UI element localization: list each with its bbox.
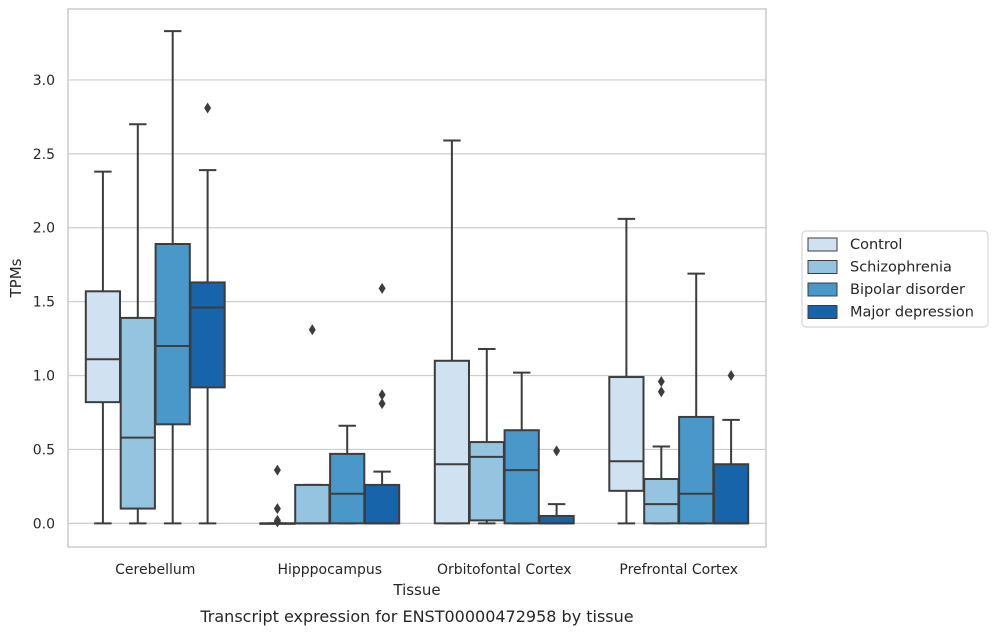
y-tick-label: 2.5	[33, 147, 55, 163]
x-tick-label: Orbitofontal Cortex	[437, 562, 572, 578]
box-control	[433, 139, 471, 525]
y-tick-label: 0.0	[33, 516, 55, 532]
outlier-point	[657, 386, 665, 398]
box-schizophrenia	[468, 347, 505, 525]
outlier-point	[378, 282, 386, 294]
iqr-box	[154, 243, 191, 426]
y-tick-label: 1.5	[33, 295, 55, 311]
outlier-point	[308, 324, 316, 336]
legend-entry: Major depression	[850, 305, 974, 321]
legend-entry: Bipolar disorder	[850, 282, 965, 298]
iqr-box	[468, 441, 505, 522]
legend-swatch	[807, 305, 838, 319]
legend-entry: Control	[850, 237, 902, 253]
iqr-box	[84, 290, 122, 404]
y-tick-label: 2.0	[33, 221, 55, 237]
iqr-box	[119, 316, 156, 510]
outlier-point	[273, 464, 281, 476]
legend-entry: Schizophrenia	[850, 260, 952, 276]
iqr-box	[712, 463, 750, 525]
outlier-point	[273, 514, 281, 526]
y-axis-label: TPMs	[7, 258, 25, 298]
x-axis-ticks: Cerebellum Hipppocampus Orbitofontal Corte…	[115, 562, 738, 578]
x-tick-label: Hipppocampus	[277, 562, 382, 578]
outlier-point	[204, 102, 212, 114]
box-major-depression	[538, 445, 575, 525]
box-schizophrenia	[294, 324, 331, 525]
iqr-box	[294, 483, 331, 525]
box-schizophrenia	[119, 123, 156, 525]
iqr-box	[643, 478, 680, 525]
iqr-box	[433, 359, 471, 525]
box-control	[84, 170, 122, 525]
box-major-depression	[363, 282, 401, 525]
outlier-point	[727, 370, 735, 382]
legend: Control Schizophrenia Bipolar disorder Majo…	[801, 230, 989, 328]
y-axis-ticks: 0.0 0.5 1.0 1.5 2.0 2.5 3.0	[33, 73, 55, 532]
legend-frame	[801, 230, 989, 328]
box-bipolar-disorder	[503, 371, 540, 525]
x-tick-label: Cerebellum	[115, 562, 195, 578]
iqr-box	[678, 415, 715, 525]
iqr-box	[329, 452, 366, 525]
iqr-box	[363, 483, 401, 525]
outlier-point	[378, 389, 386, 401]
y-tick-label: 0.5	[33, 442, 55, 458]
box-bipolar-disorder	[154, 30, 191, 525]
plot-frame	[67, 8, 767, 548]
box-schizophrenia	[643, 375, 680, 525]
box-control	[608, 217, 645, 525]
legend-swatch	[807, 282, 838, 297]
outlier-point	[657, 375, 665, 387]
y-tick-label: 1.0	[33, 369, 55, 385]
chart-caption: Transcript expression for ENST0000047295…	[199, 607, 633, 626]
iqr-box	[538, 514, 575, 525]
legend-swatch	[807, 237, 838, 252]
box-major-depression	[712, 370, 750, 525]
box-control	[259, 464, 296, 528]
box-bipolar-disorder	[329, 424, 366, 525]
iqr-box	[608, 376, 645, 492]
iqr-box	[503, 429, 540, 525]
y-tick-label: 3.0	[33, 73, 55, 89]
x-tick-label: Prefrontal Cortex	[619, 562, 738, 578]
box-major-depression	[189, 102, 226, 525]
outlier-point	[273, 503, 281, 515]
x-axis-label: Tissue	[392, 581, 440, 599]
outlier-point	[378, 398, 386, 410]
legend-swatch	[807, 260, 838, 274]
outlier-point	[553, 445, 561, 457]
box-bipolar-disorder	[678, 272, 715, 525]
plot-area	[84, 30, 750, 528]
iqr-box	[189, 281, 226, 389]
